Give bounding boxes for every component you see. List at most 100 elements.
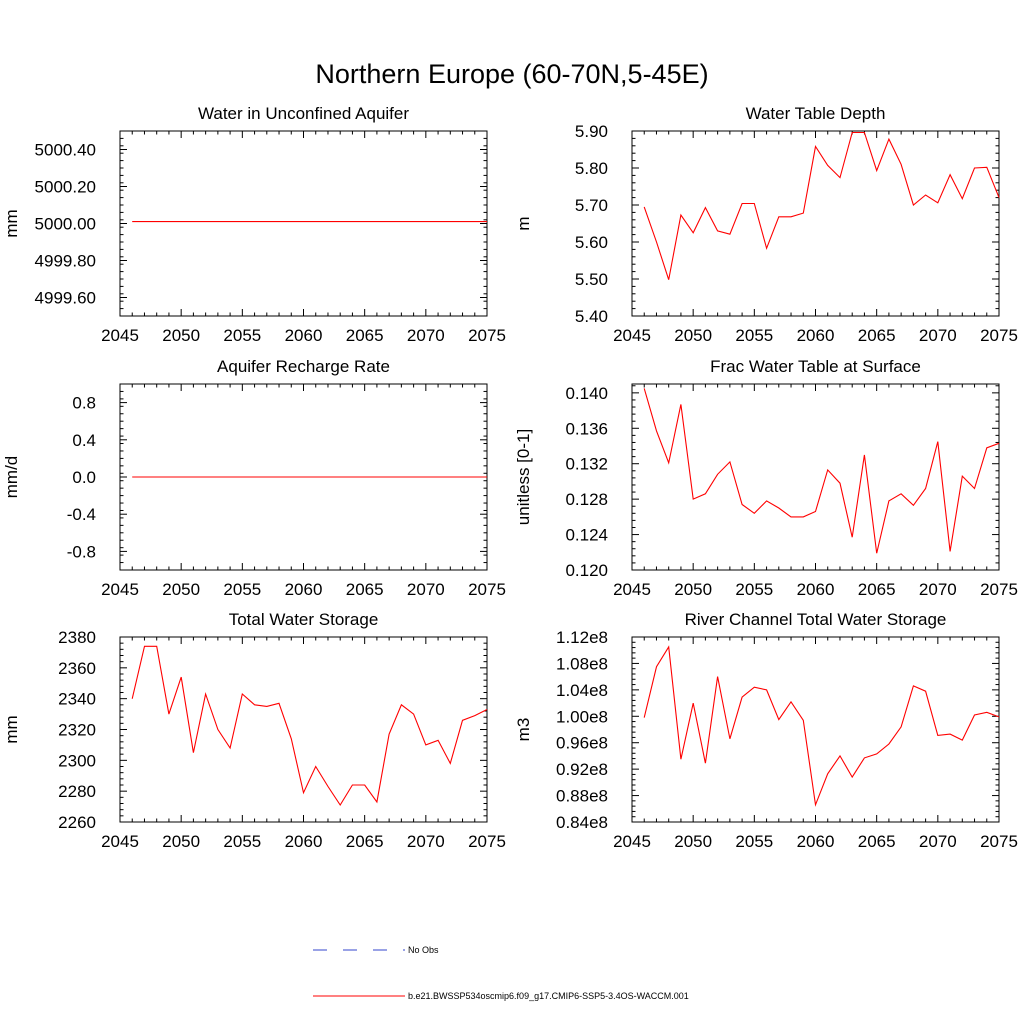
y-tick-label: 5000.00 bbox=[35, 215, 96, 234]
y-tick-label: 1.12e8 bbox=[556, 628, 608, 647]
y-tick-label: 0.120 bbox=[565, 561, 608, 580]
x-tick-label: 2050 bbox=[162, 832, 200, 851]
y-tick-label: 2360 bbox=[58, 659, 96, 678]
y-axis-label: mm/d bbox=[2, 456, 21, 499]
panel-title: River Channel Total Water Storage bbox=[685, 610, 947, 629]
y-tick-label: 5000.40 bbox=[35, 141, 96, 160]
x-tick-label: 2065 bbox=[858, 326, 896, 345]
y-tick-label: 0.124 bbox=[565, 526, 608, 545]
y-tick-label: 2340 bbox=[58, 690, 96, 709]
y-tick-label: 0.88e8 bbox=[556, 787, 608, 806]
y-axis-label: unitless [0-1] bbox=[514, 429, 533, 525]
x-tick-label: 2065 bbox=[858, 580, 896, 599]
y-tick-label: 2280 bbox=[58, 782, 96, 801]
x-tick-label: 2075 bbox=[468, 326, 506, 345]
y-tick-label: -0.4 bbox=[67, 505, 96, 524]
x-tick-label: 2075 bbox=[468, 580, 506, 599]
y-tick-label: 0.132 bbox=[565, 455, 608, 474]
y-axis-label: m3 bbox=[514, 718, 533, 742]
panel-p6: River Channel Total Water Storage m3 2045 2… bbox=[514, 610, 1018, 851]
y-tick-label: 0.136 bbox=[565, 419, 608, 438]
x-tick-label: 2070 bbox=[407, 326, 445, 345]
y-tick-label: 0.0 bbox=[72, 468, 96, 487]
x-tick-label: 2075 bbox=[468, 832, 506, 851]
plot-frame bbox=[631, 383, 1000, 571]
y-tick-label: 5.40 bbox=[575, 307, 608, 326]
plot-frame bbox=[119, 636, 488, 823]
x-tick-label: 2055 bbox=[735, 832, 773, 851]
x-tick-label: 2060 bbox=[285, 832, 323, 851]
x-tick-label: 2070 bbox=[407, 832, 445, 851]
y-tick-label: 1.08e8 bbox=[556, 654, 608, 673]
x-tick-label: 2070 bbox=[919, 580, 957, 599]
x-tick-label: 2065 bbox=[346, 832, 384, 851]
y-tick-label: 0.96e8 bbox=[556, 734, 608, 753]
legend-model-label: b.e21.BWSSP534oscmip6.f09_g17.CMIP6-SSP5… bbox=[408, 991, 689, 1001]
x-tick-label: 2045 bbox=[613, 832, 651, 851]
x-tick-label: 2045 bbox=[101, 832, 139, 851]
y-tick-label: 2380 bbox=[58, 628, 96, 647]
y-tick-label: 0.92e8 bbox=[556, 760, 608, 779]
panel-title: Total Water Storage bbox=[229, 610, 379, 629]
y-tick-label: 5.70 bbox=[575, 196, 608, 215]
series-line bbox=[643, 645, 1000, 807]
x-tick-label: 2055 bbox=[223, 580, 261, 599]
x-tick-label: 2075 bbox=[980, 580, 1018, 599]
y-tick-label: 0.84e8 bbox=[556, 813, 608, 832]
x-tick-label: 2045 bbox=[613, 326, 651, 345]
y-tick-label: 1.04e8 bbox=[556, 681, 608, 700]
x-tick-label: 2050 bbox=[162, 326, 200, 345]
y-tick-label: -0.8 bbox=[67, 542, 96, 561]
x-tick-label: 2070 bbox=[407, 580, 445, 599]
x-tick-label: 2060 bbox=[797, 580, 835, 599]
panel-p3: Aquifer Recharge Rate mm/d 2045 2050 2055 206… bbox=[2, 357, 506, 599]
panel-title: Water Table Depth bbox=[746, 104, 886, 123]
x-tick-label: 2065 bbox=[346, 580, 384, 599]
panel-title: Water in Unconfined Aquifer bbox=[198, 104, 409, 123]
panel-title: Frac Water Table at Surface bbox=[710, 357, 921, 376]
x-tick-label: 2045 bbox=[101, 580, 139, 599]
panel-p5: Total Water Storage mm 2045 2050 2055 2060 206… bbox=[2, 610, 506, 851]
x-tick-label: 2050 bbox=[674, 326, 712, 345]
x-tick-label: 2055 bbox=[223, 326, 261, 345]
y-tick-label: 0.8 bbox=[72, 394, 96, 413]
x-tick-label: 2070 bbox=[919, 832, 957, 851]
x-tick-label: 2065 bbox=[858, 832, 896, 851]
y-tick-label: 2300 bbox=[58, 751, 96, 770]
y-tick-label: 5.50 bbox=[575, 270, 608, 289]
x-tick-label: 2055 bbox=[223, 832, 261, 851]
panel-p1: Water in Unconfined Aquifer mm 2045 2050 205… bbox=[2, 104, 506, 345]
x-tick-label: 2045 bbox=[613, 580, 651, 599]
panel-p4: Frac Water Table at Surface unitless [0-1… bbox=[514, 357, 1018, 599]
x-tick-label: 2060 bbox=[797, 326, 835, 345]
series-line bbox=[643, 388, 1000, 554]
y-tick-label: 1.00e8 bbox=[556, 707, 608, 726]
figure-title: Northern Europe (60-70N,5-45E) bbox=[315, 59, 708, 89]
y-axis-label: mm bbox=[2, 209, 21, 237]
x-tick-label: 2060 bbox=[797, 832, 835, 851]
x-tick-label: 2050 bbox=[162, 580, 200, 599]
panel-title: Aquifer Recharge Rate bbox=[217, 357, 390, 376]
y-tick-label: 0.4 bbox=[72, 431, 96, 450]
legend-no-obs-label: No Obs bbox=[408, 945, 439, 955]
y-tick-label: 2260 bbox=[58, 813, 96, 832]
y-tick-label: 4999.80 bbox=[35, 252, 96, 271]
x-tick-label: 2075 bbox=[980, 326, 1018, 345]
x-tick-label: 2045 bbox=[101, 326, 139, 345]
y-tick-label: 5.60 bbox=[575, 233, 608, 252]
x-tick-label: 2055 bbox=[735, 326, 773, 345]
y-tick-label: 5.90 bbox=[575, 122, 608, 141]
x-tick-label: 2060 bbox=[285, 580, 323, 599]
series-line bbox=[131, 645, 488, 807]
series-line bbox=[643, 131, 1000, 280]
x-tick-label: 2070 bbox=[919, 326, 957, 345]
legend: No Obs b.e21.BWSSP534oscmip6.f09_g17.CMI… bbox=[313, 945, 689, 1001]
y-axis-label: m bbox=[514, 216, 533, 230]
y-tick-label: 4999.60 bbox=[35, 289, 96, 308]
x-tick-label: 2050 bbox=[674, 832, 712, 851]
y-tick-label: 0.128 bbox=[565, 490, 608, 509]
plot-frame bbox=[119, 130, 488, 317]
x-tick-label: 2065 bbox=[346, 326, 384, 345]
y-tick-label: 5000.20 bbox=[35, 178, 96, 197]
